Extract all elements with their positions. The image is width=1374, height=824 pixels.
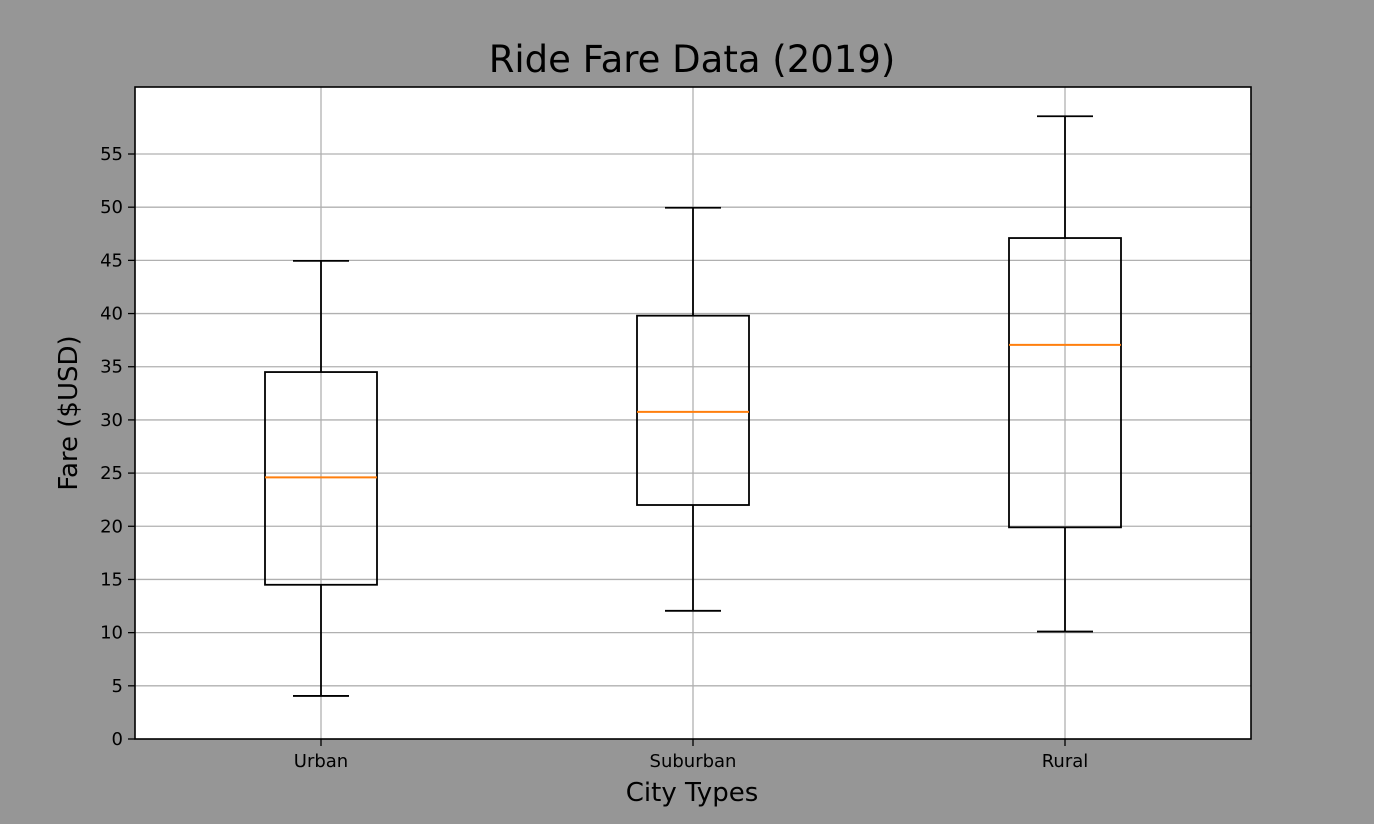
- x-tick-label: Rural: [1042, 751, 1089, 772]
- y-tick-label: 5: [112, 676, 123, 697]
- x-axis-label: City Types: [626, 778, 759, 808]
- y-tick-label: 45: [100, 250, 123, 271]
- y-axis-label: Fare ($USD): [54, 335, 84, 490]
- y-tick-label: 55: [100, 144, 123, 165]
- box-iqr-urban: [264, 371, 378, 586]
- box-iqr-suburban: [636, 314, 750, 506]
- y-tick-label: 0: [112, 729, 123, 750]
- box-iqr-rural: [1008, 237, 1122, 529]
- y-tick-label: 15: [100, 569, 123, 590]
- y-axis: 0 5 10 15 20 25 30 35 40 45 50 55: [100, 144, 135, 750]
- y-tick-label: 10: [100, 623, 123, 644]
- y-tick-label: 20: [100, 516, 123, 537]
- box-series: [264, 115, 1122, 697]
- y-tick-label: 40: [100, 304, 123, 325]
- y-tick-label: 30: [100, 410, 123, 431]
- x-tick-label: Suburban: [650, 751, 737, 772]
- x-axis: Urban Suburban Rural: [294, 739, 1089, 772]
- y-tick-label: 35: [100, 357, 123, 378]
- chart-title: Ride Fare Data (2019): [489, 38, 896, 81]
- x-tick-label: Urban: [294, 751, 348, 772]
- y-tick-label: 25: [100, 463, 123, 484]
- y-tick-label: 50: [100, 197, 123, 218]
